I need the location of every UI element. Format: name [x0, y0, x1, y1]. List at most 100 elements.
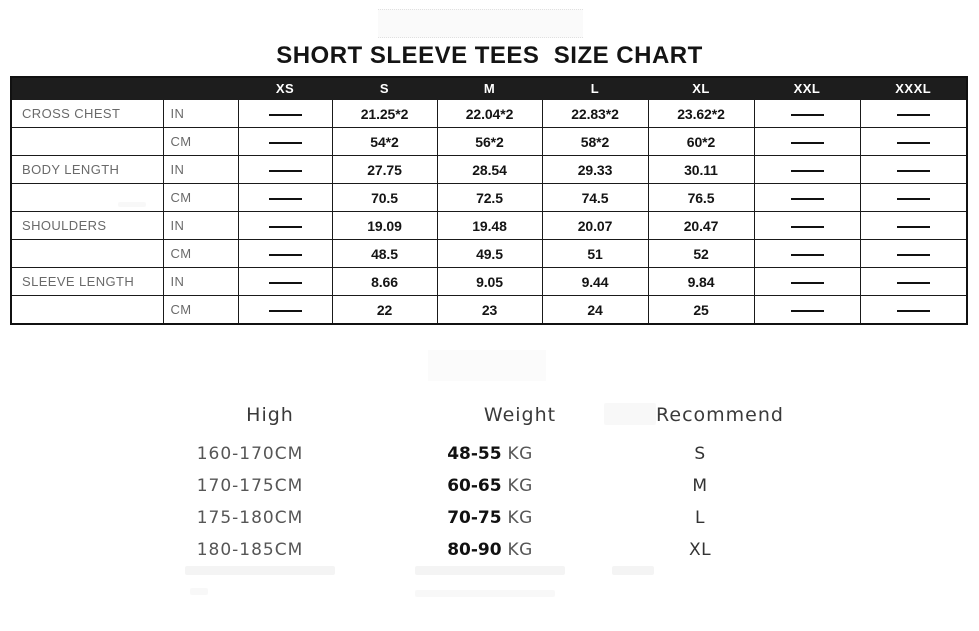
size-value-cell [859, 127, 968, 156]
size-value-cell [753, 155, 861, 184]
recommended-size: M [692, 476, 708, 496]
page-title: SHORT SLEEVE TEES SIZE CHART [276, 42, 703, 69]
size-value-cell: 29.33 [541, 155, 649, 184]
weight-value: 70-75 [447, 508, 502, 528]
size-value-cell: 56*2 [436, 127, 543, 156]
dash-placeholder [896, 141, 930, 144]
size-value-cell [237, 211, 333, 240]
size-value-cell: 54*2 [331, 127, 438, 156]
size-value-cell [859, 99, 968, 128]
size-value-cell: 19.48 [436, 211, 543, 240]
weight-value: 60-65 [447, 476, 502, 496]
unit-label: CM [162, 183, 239, 212]
size-value-cell: 21.25*2 [331, 99, 438, 128]
weight-range: 48-55 KG [350, 444, 630, 464]
dash-placeholder [896, 253, 930, 256]
size-value-cell: 9.44 [541, 267, 649, 296]
size-column-header: XS [237, 76, 333, 100]
dash-placeholder [896, 197, 930, 200]
fit-guide-header-weight: Weight [483, 404, 557, 426]
size-value-cell: 51 [541, 239, 649, 268]
size-value-cell [753, 267, 861, 296]
size-value-cell [753, 183, 861, 212]
size-column-header: XXXL [859, 76, 968, 100]
weight-unit: KG [507, 444, 533, 464]
size-column-header: XL [647, 76, 755, 100]
size-value-cell: 30.11 [647, 155, 755, 184]
size-value-cell: 76.5 [647, 183, 755, 212]
weight-range: 70-75 KG [350, 508, 630, 528]
size-table-row: SHOULDERS IN 19.09 19.48 20.07 20.47 [10, 211, 968, 240]
size-value-cell [753, 127, 861, 156]
unit-label: IN [162, 155, 239, 184]
size-value-cell: 74.5 [541, 183, 649, 212]
size-column-header [162, 76, 239, 100]
measurement-label [10, 295, 164, 325]
dash-placeholder [268, 141, 302, 144]
size-value-cell: 72.5 [436, 183, 543, 212]
size-value-cell [753, 99, 861, 128]
dash-placeholder [790, 169, 824, 172]
unit-label: CM [162, 127, 239, 156]
dash-placeholder [268, 197, 302, 200]
measurement-label: SHOULDERS [10, 211, 164, 240]
unit-label: IN [162, 211, 239, 240]
weight-unit: KG [507, 540, 533, 560]
measurement-label [10, 239, 164, 268]
size-value-cell [237, 155, 333, 184]
ghost-watermark [428, 350, 546, 381]
size-column-header: XXL [753, 76, 861, 100]
measurement-label: SLEEVE LENGTH [10, 267, 164, 296]
size-value-cell [753, 211, 861, 240]
weight-unit: KG [507, 508, 533, 528]
size-value-cell: 20.07 [541, 211, 649, 240]
size-value-cell: 23 [436, 295, 543, 325]
size-value-cell [237, 295, 333, 325]
dash-placeholder [268, 169, 302, 172]
size-value-cell: 22.04*2 [436, 99, 543, 128]
measurement-label: CROSS CHEST [10, 99, 164, 128]
dash-placeholder [790, 225, 824, 228]
weight-value: 48-55 [447, 444, 502, 464]
dash-placeholder [896, 169, 930, 172]
ghost-watermark [415, 590, 555, 597]
size-column-header [10, 76, 164, 100]
size-value-cell: 23.62*2 [647, 99, 755, 128]
size-value-cell: 70.5 [331, 183, 438, 212]
size-value-cell: 22 [331, 295, 438, 325]
dash-placeholder [790, 281, 824, 284]
unit-label: IN [162, 267, 239, 296]
weight-range: 80-90 KG [350, 540, 630, 560]
size-table-header-row: XS S M L XL XXL XXXL [10, 76, 968, 100]
size-value-cell: 25 [647, 295, 755, 325]
ghost-watermark [378, 9, 583, 38]
dash-placeholder [896, 309, 930, 312]
ghost-watermark [190, 588, 208, 595]
dash-placeholder [268, 113, 302, 116]
size-value-cell: 49.5 [436, 239, 543, 268]
size-value-cell: 9.84 [647, 267, 755, 296]
size-value-cell [859, 295, 968, 325]
fit-guide-row: 180-185CM 80-90 KG XL [150, 540, 870, 560]
fit-guide-header-high: High [246, 404, 294, 426]
size-value-cell: 27.75 [331, 155, 438, 184]
dash-placeholder [790, 197, 824, 200]
size-column-header: L [541, 76, 649, 100]
size-value-cell: 20.47 [647, 211, 755, 240]
size-value-cell [237, 183, 333, 212]
size-value-cell [859, 183, 968, 212]
weight-value: 80-90 [447, 540, 502, 560]
size-value-cell: 60*2 [647, 127, 755, 156]
fit-guide-header-recommend: Recommend [656, 404, 784, 426]
dash-placeholder [896, 225, 930, 228]
size-value-cell [237, 267, 333, 296]
size-table-row: CROSS CHEST IN 21.25*2 22.04*2 22.83*2 23.62*… [10, 99, 968, 128]
size-value-cell [237, 239, 333, 268]
dash-placeholder [268, 253, 302, 256]
size-value-cell: 52 [647, 239, 755, 268]
size-value-cell: 19.09 [331, 211, 438, 240]
weight-unit: KG [507, 476, 533, 496]
dash-placeholder [790, 309, 824, 312]
size-table-row: CM 48.5 49.5 51 52 [10, 239, 968, 268]
measurement-label [10, 183, 164, 212]
